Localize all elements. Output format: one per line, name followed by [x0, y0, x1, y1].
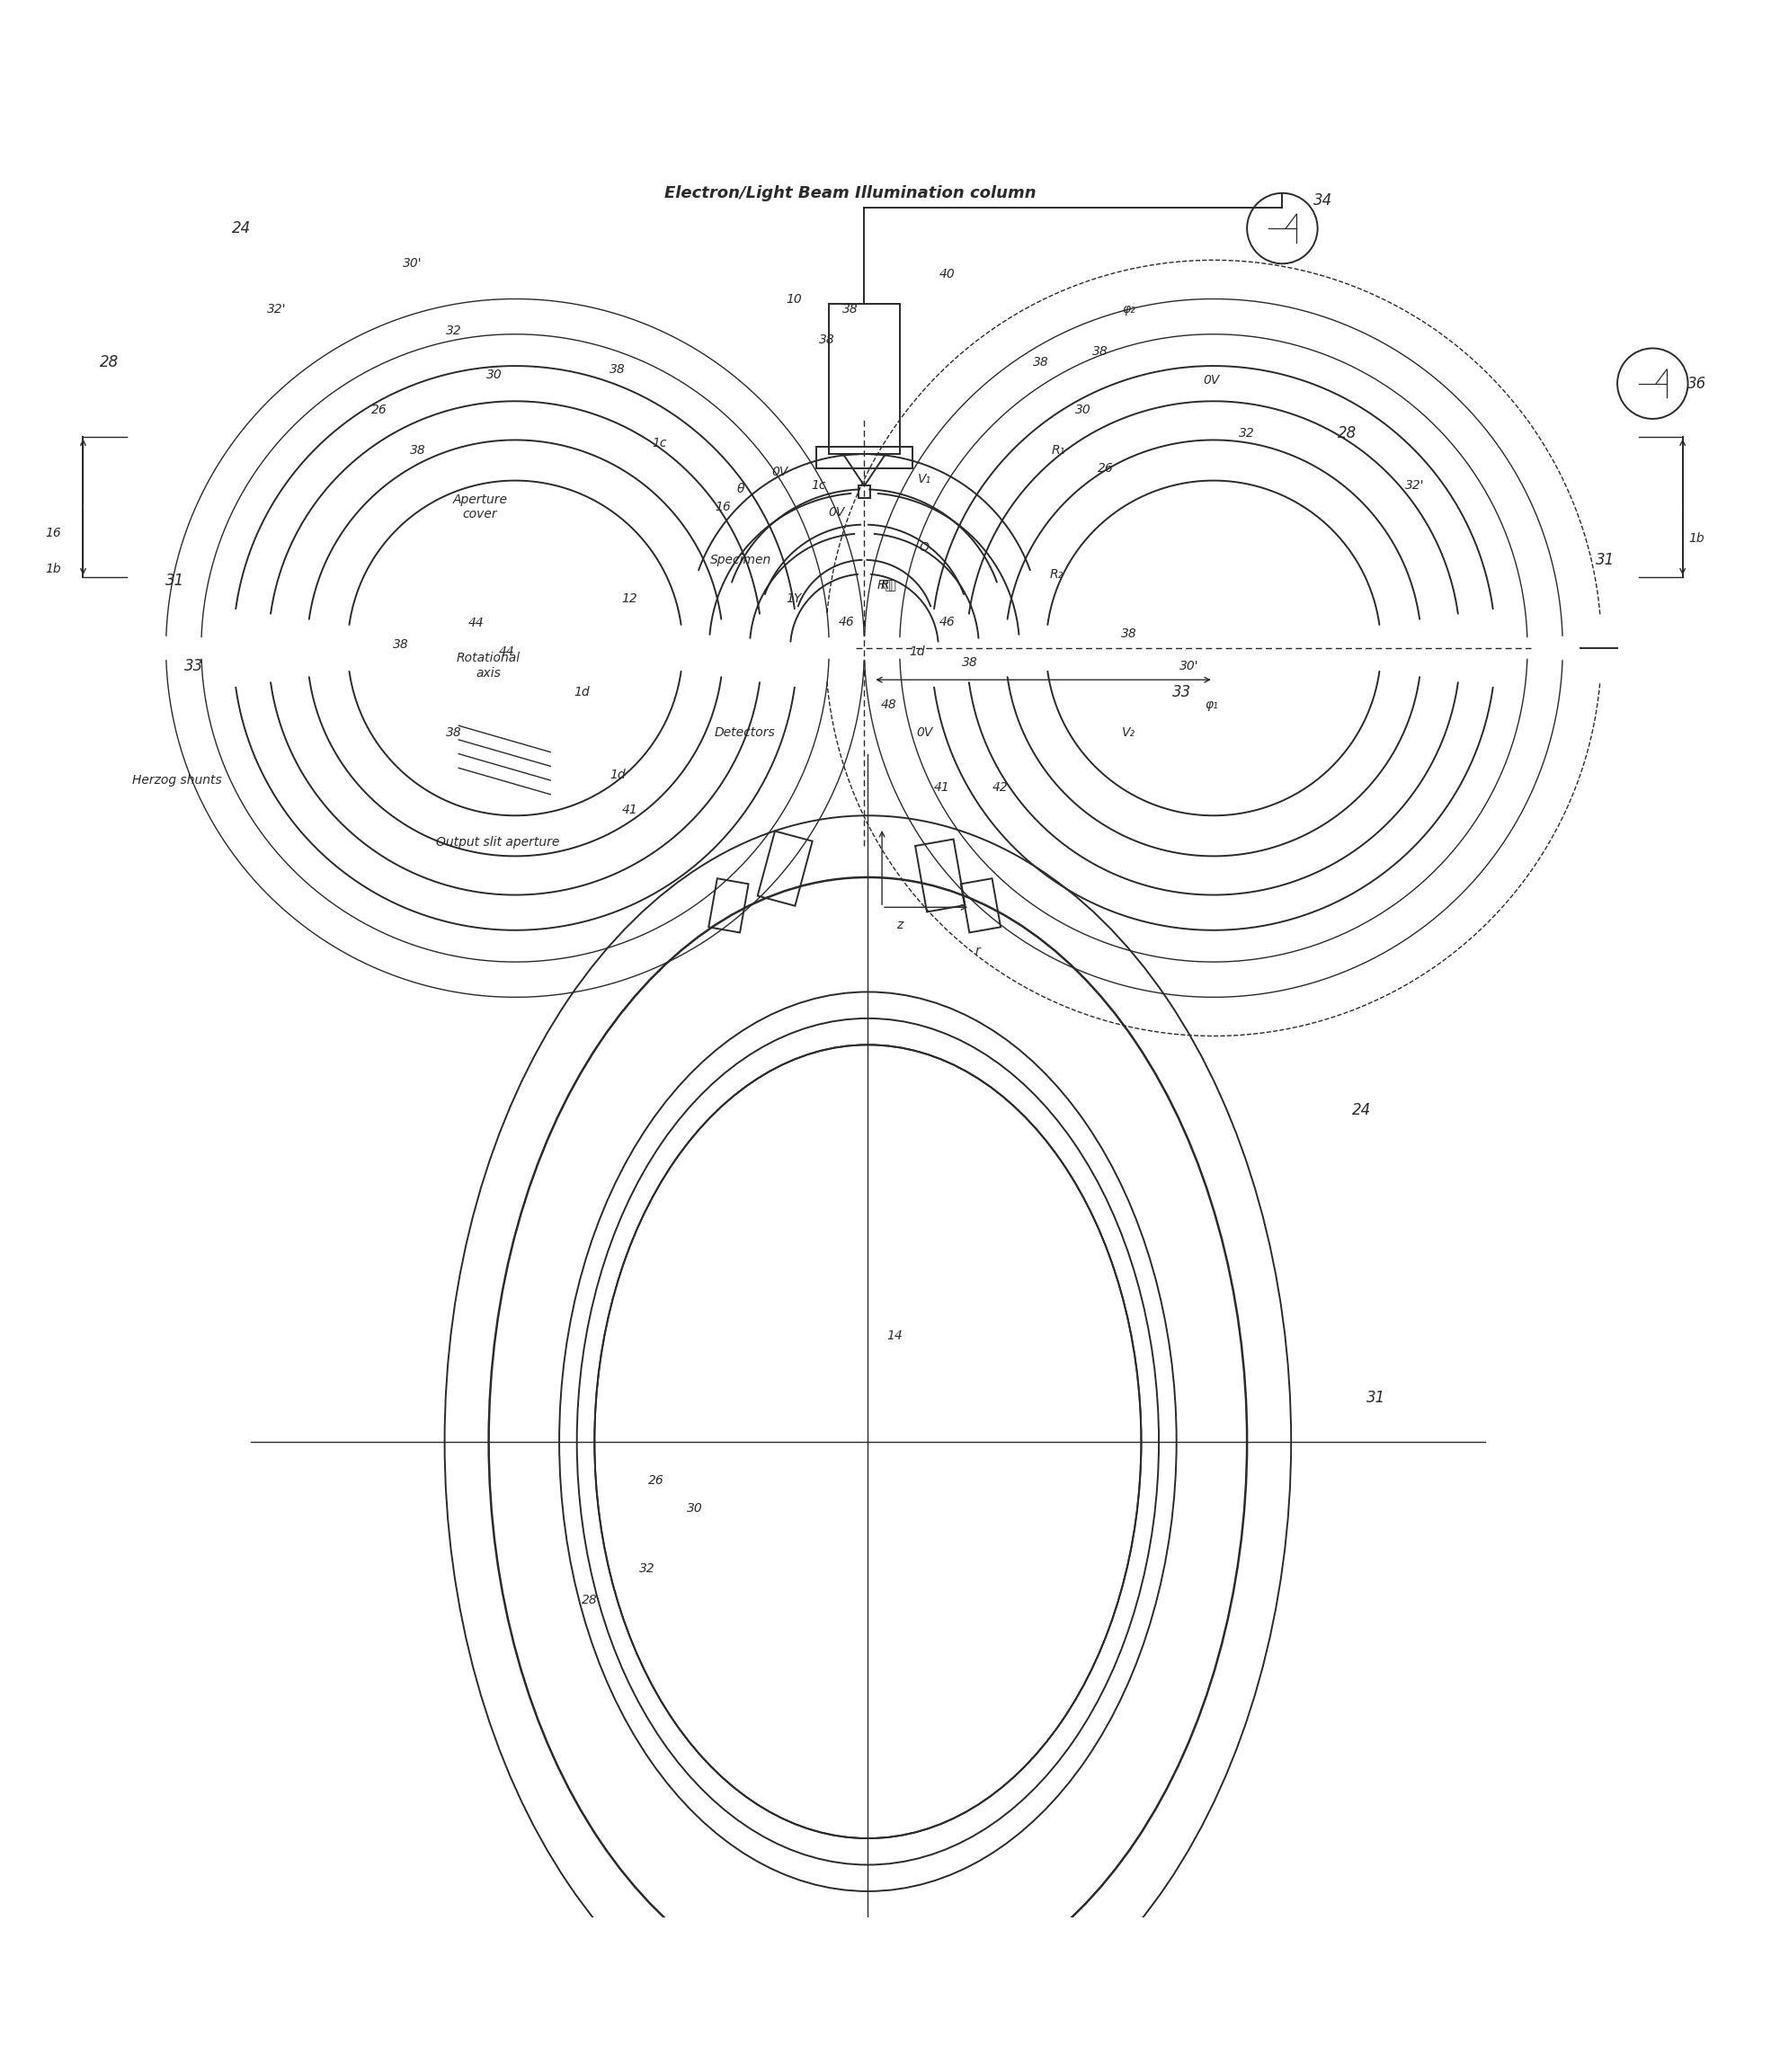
Text: O: O: [919, 541, 930, 553]
Text: 32: 32: [1240, 427, 1256, 439]
Text: 38: 38: [446, 727, 462, 740]
Text: φ₂: φ₂: [1123, 303, 1135, 315]
Text: θ: θ: [737, 483, 746, 495]
Text: Specimen: Specimen: [710, 553, 772, 566]
Text: 30': 30': [1179, 659, 1199, 671]
Text: 1b: 1b: [1690, 533, 1705, 545]
Text: 1Y: 1Y: [786, 593, 802, 605]
Text: 31: 31: [165, 574, 184, 588]
Text: R₁: R₁: [1052, 443, 1064, 456]
Text: 26: 26: [648, 1473, 664, 1488]
Text: 38: 38: [1093, 346, 1109, 358]
Text: 30: 30: [1075, 404, 1091, 416]
Text: 31: 31: [1596, 551, 1615, 568]
Text: 44: 44: [498, 644, 514, 659]
Text: 38: 38: [609, 363, 625, 375]
Text: 0V: 0V: [1204, 373, 1220, 385]
Text: 32': 32': [267, 303, 287, 315]
Bar: [758, 831, 813, 905]
Text: 41: 41: [622, 804, 638, 816]
Text: r: r: [974, 945, 979, 957]
Text: 31: 31: [1365, 1390, 1385, 1405]
Text: 30: 30: [687, 1502, 703, 1515]
Text: 32: 32: [446, 325, 462, 338]
Text: 32: 32: [639, 1562, 655, 1575]
Text: φ₁: φ₁: [1204, 698, 1218, 711]
Text: Detectors: Detectors: [714, 727, 776, 740]
Text: Aperture
cover: Aperture cover: [452, 493, 507, 520]
Text: 16: 16: [715, 501, 731, 514]
Text: 41: 41: [933, 781, 949, 794]
Text: 24: 24: [1351, 1102, 1371, 1119]
Text: 38: 38: [1032, 356, 1048, 369]
Text: 36: 36: [1688, 375, 1705, 392]
Text: 26: 26: [1098, 462, 1114, 474]
Bar: [708, 879, 749, 932]
Text: RⰀ: RⰀ: [880, 578, 898, 591]
Text: 40: 40: [939, 267, 955, 280]
Text: 38: 38: [843, 303, 859, 315]
Text: 38: 38: [393, 638, 409, 651]
Text: 16: 16: [44, 526, 62, 539]
Text: 1c: 1c: [811, 479, 825, 493]
Text: 30': 30': [404, 257, 423, 269]
Text: 1c: 1c: [652, 437, 668, 450]
Text: 38: 38: [1121, 628, 1137, 640]
Text: 10: 10: [786, 292, 802, 305]
Text: 28: 28: [581, 1593, 597, 1606]
Text: 28: 28: [1337, 425, 1357, 441]
Text: 38: 38: [820, 334, 836, 346]
Text: Output slit aperture: Output slit aperture: [436, 835, 560, 847]
Text: V₂: V₂: [1123, 727, 1135, 740]
Text: RⰀ: RⰀ: [877, 578, 894, 591]
Text: 33: 33: [1172, 684, 1192, 700]
Text: 0V: 0V: [772, 466, 788, 479]
Text: 38: 38: [962, 657, 978, 669]
Bar: [816, 448, 912, 468]
Bar: [916, 839, 965, 912]
Text: 1d: 1d: [909, 644, 924, 659]
Text: 1b: 1b: [46, 562, 60, 576]
Text: Electron/Light Beam Illumination column: Electron/Light Beam Illumination column: [664, 184, 1036, 201]
Bar: [829, 305, 900, 454]
Text: 32': 32': [1404, 479, 1424, 493]
Text: 48: 48: [880, 698, 896, 711]
Bar: [859, 485, 871, 497]
Text: 1d: 1d: [609, 769, 625, 781]
Text: 1d: 1d: [574, 686, 590, 698]
Text: 24: 24: [232, 220, 251, 236]
Text: 0V: 0V: [916, 727, 933, 740]
Text: 30: 30: [485, 369, 501, 381]
Text: 46: 46: [839, 615, 855, 628]
Text: R₂: R₂: [1050, 568, 1063, 580]
Text: V₁: V₁: [917, 472, 932, 485]
Text: 34: 34: [1314, 193, 1332, 209]
Bar: [962, 879, 1001, 932]
Text: 14: 14: [886, 1330, 901, 1343]
Text: 44: 44: [468, 617, 483, 630]
Text: 42: 42: [992, 781, 1008, 794]
Text: 26: 26: [372, 404, 388, 416]
Text: 33: 33: [184, 657, 204, 673]
Text: 38: 38: [411, 443, 427, 456]
Text: 12: 12: [622, 593, 638, 605]
Text: 46: 46: [939, 615, 955, 628]
Text: Rotational
axis: Rotational axis: [457, 653, 521, 680]
Text: 28: 28: [99, 354, 119, 371]
Text: z: z: [896, 918, 903, 930]
Text: Herzog shunts: Herzog shunts: [131, 775, 221, 787]
Text: 0V: 0V: [827, 506, 845, 518]
